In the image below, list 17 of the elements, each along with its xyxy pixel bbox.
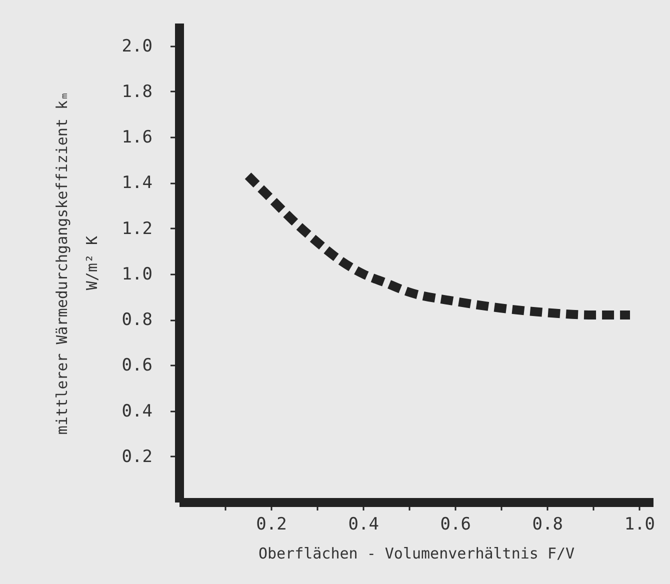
y-tick-label: 1.6: [122, 128, 152, 148]
y-tick-label: 0.2: [122, 446, 152, 467]
y-tick-label: 0.4: [122, 401, 152, 422]
y-tick-label: 1.8: [122, 82, 152, 102]
x-tick-label: 0.8: [532, 514, 564, 534]
x-tick-label: 0.2: [256, 514, 287, 534]
x-tick-label: 1.0: [624, 514, 656, 534]
y-axis-title: mittlerer Wärmedurchgangskeffizient kₘ W/m² K: [52, 91, 101, 435]
y-tick-label: 0.8: [122, 310, 152, 330]
x-axis-title: Oberflächen - Volumenverhältnis F/V: [258, 544, 575, 562]
y-tick-label: 0.6: [122, 356, 152, 376]
y-tick-label: 1.4: [122, 173, 152, 194]
y-tick-label: 2.0: [122, 36, 152, 56]
x-tick-label: 0.6: [440, 514, 471, 534]
x-tick-label: 0.4: [348, 514, 379, 534]
y-tick-label: 1.2: [122, 218, 152, 239]
y-tick-label: 1.0: [122, 264, 152, 284]
